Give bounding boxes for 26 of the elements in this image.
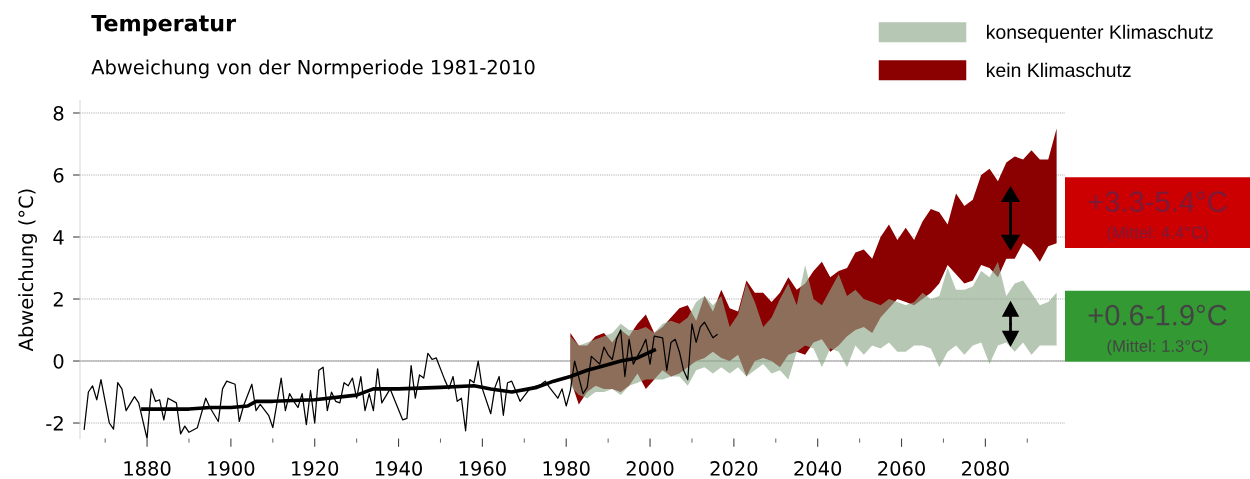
chart-title: Temperatur xyxy=(91,14,236,36)
legend-label: konsequenter Klimaschutz xyxy=(987,24,1213,43)
text: (Mittel: 4.4°C) xyxy=(1107,226,1208,242)
y-tick-label: -2 xyxy=(46,415,63,431)
y-axis-title: Abweichung (°C) xyxy=(18,189,37,352)
y-tick-label: 6 xyxy=(53,167,64,183)
x-tick-label: 1880 xyxy=(124,461,171,476)
x-tick-label: 1940 xyxy=(375,461,422,476)
x-tick-label: 2020 xyxy=(710,461,758,476)
x-tick-label: 2040 xyxy=(794,461,842,476)
x-tick-label: 2000 xyxy=(626,461,674,476)
x-tick-label: 1960 xyxy=(459,461,506,476)
chart-subtitle: Abweichung von der Normperiode 1981-2010 xyxy=(91,59,535,79)
text: (Mittel: 1.3°C) xyxy=(1107,339,1208,356)
text: +3.3-5.4°C xyxy=(1088,191,1227,212)
y-tick-label: 4 xyxy=(53,230,64,245)
x-tick-label: 1980 xyxy=(543,461,590,476)
legend-label: kein Klimaschutz xyxy=(987,62,1131,78)
text: +0.6-1.9°C xyxy=(1088,304,1227,326)
y-tick-label: 0 xyxy=(53,353,64,369)
y-tick-label: 2 xyxy=(53,291,63,307)
x-tick-label: 2080 xyxy=(962,461,1009,476)
x-tick-label: 1920 xyxy=(292,461,339,476)
y-tick-label: 8 xyxy=(53,105,64,121)
x-tick-label: 1900 xyxy=(208,461,255,476)
x-tick-label: 2060 xyxy=(878,461,925,476)
